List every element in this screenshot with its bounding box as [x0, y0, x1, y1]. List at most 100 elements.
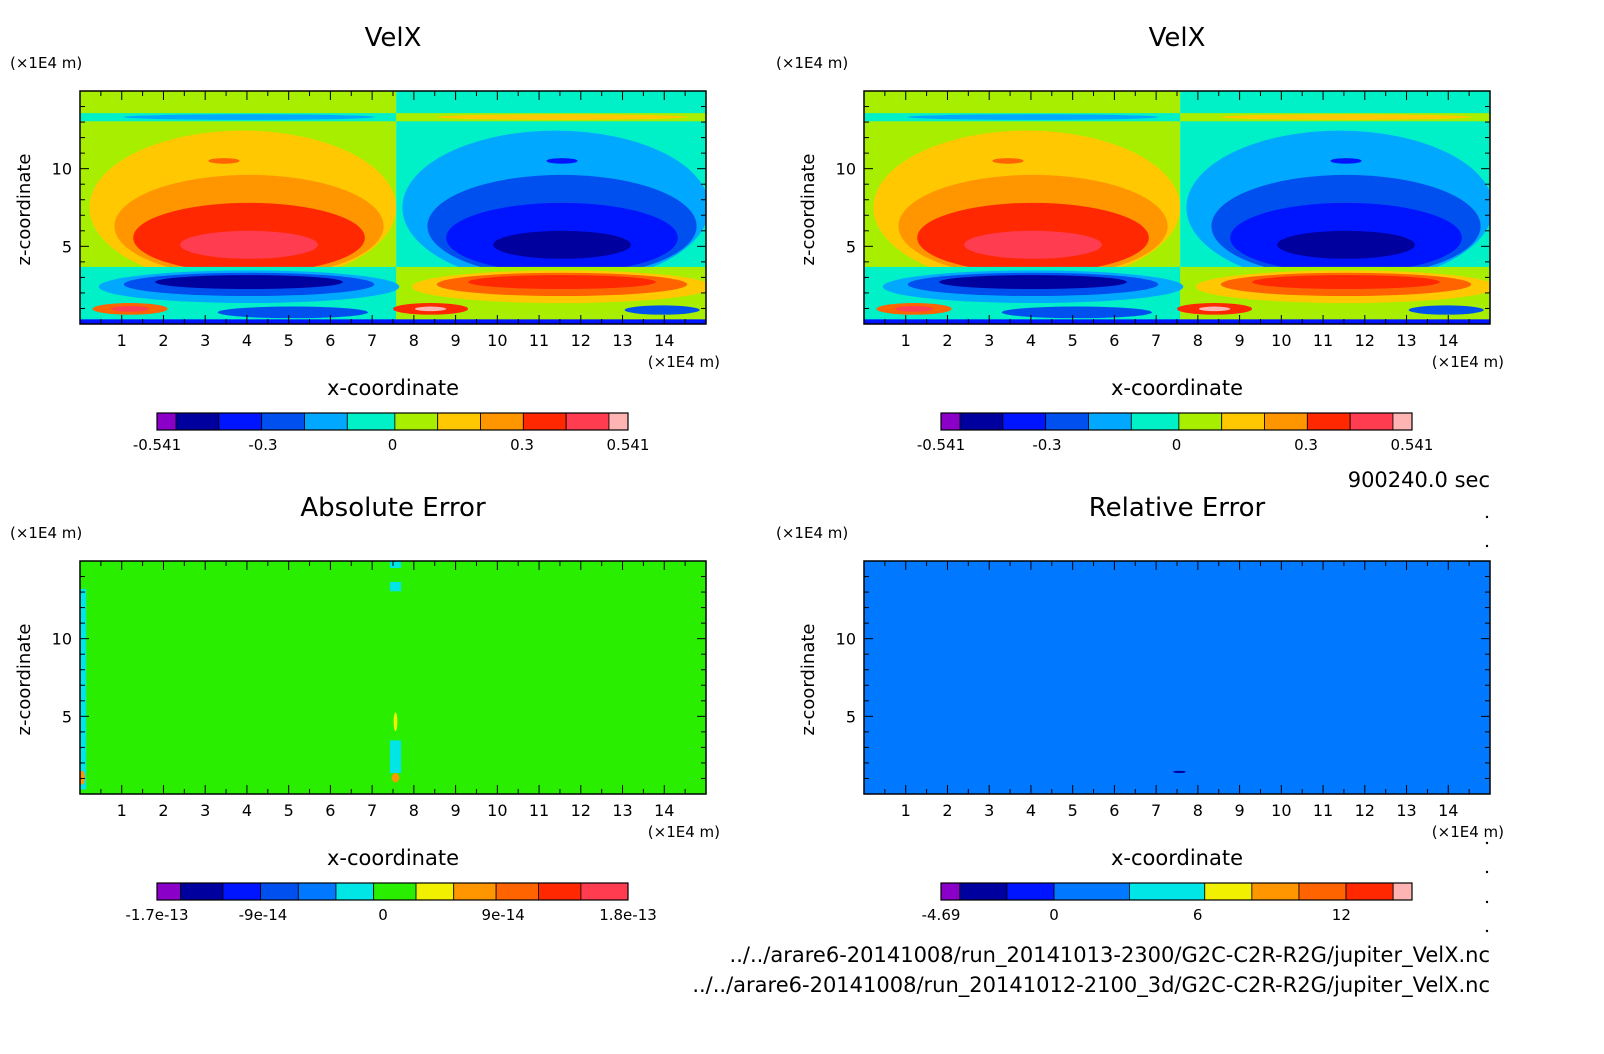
- colorbar-swatch: [480, 412, 524, 431]
- colorbar-swatch: [1204, 882, 1253, 901]
- cold-lobe-3: [493, 230, 631, 259]
- colorbar-tick-label: 0.3: [1294, 436, 1318, 454]
- colorbar-swatch: [1251, 882, 1300, 901]
- colorbar-swatch: [394, 412, 439, 431]
- bottom-left-warm-core: [111, 306, 149, 312]
- colorbar-swatch: [608, 412, 629, 431]
- chart-title: Relative Error: [1089, 493, 1266, 523]
- x-unit-label: (×1E4 m): [648, 823, 720, 841]
- colorbar-1: -0.541 -0.3 0 0.3 0.541: [917, 412, 1434, 454]
- x-tick-label: 4: [1026, 801, 1036, 820]
- x-tick-label: 1: [901, 801, 911, 820]
- x-unit-label: (×1E4 m): [1432, 353, 1504, 371]
- x-tick-label: 12: [1355, 331, 1375, 350]
- colorbar-tick-label: 0.541: [1391, 436, 1434, 454]
- bottom-left-cold: [217, 306, 368, 319]
- colorbar-frame: [940, 882, 1413, 901]
- chart-title: VelX: [365, 23, 422, 53]
- x-tick-label: 4: [1026, 331, 1036, 350]
- colorbar-swatch: [180, 882, 224, 901]
- y-tick-label: 10: [836, 160, 856, 179]
- colorbar-swatch: [1392, 882, 1413, 901]
- x-axis-label: x-coordinate: [327, 846, 459, 870]
- x-tick-label: 5: [284, 331, 294, 350]
- colorbar-swatch: [565, 412, 610, 431]
- x-axis-label: x-coordinate: [1111, 846, 1243, 870]
- colorbar-swatch: [1130, 412, 1180, 431]
- colorbar-swatch: [415, 882, 455, 901]
- bottom-left-warm-core: [895, 306, 933, 312]
- x-tick-label: 9: [1235, 801, 1245, 820]
- colorbar-swatch: [1002, 412, 1047, 431]
- x-tick-label: 14: [654, 801, 674, 820]
- dot-marker: [1485, 870, 1489, 874]
- x-tick-label: 6: [1109, 801, 1119, 820]
- x-tick-label: 3: [984, 331, 994, 350]
- colorbar-3: -4.69 0 6 12: [922, 882, 1413, 924]
- x-tick-label: 12: [1355, 801, 1375, 820]
- bottom-left-cold: [1001, 306, 1152, 319]
- x-axis-label: x-coordinate: [327, 376, 459, 400]
- colorbar-swatch: [222, 882, 262, 901]
- colorbar-tick-label: -0.3: [248, 436, 277, 454]
- colorbar-tick-label: 1.8e-13: [599, 906, 657, 924]
- colorbar-swatch: [218, 412, 263, 431]
- file-path-0: ../../arare6-20141008/run_20141013-2300/…: [730, 943, 1490, 968]
- x-tick-label: 9: [1235, 331, 1245, 350]
- colorbar-tick-label: -1.7e-13: [126, 906, 189, 924]
- x-tick-label: 8: [409, 331, 419, 350]
- x-tick-label: 11: [529, 801, 549, 820]
- x-tick-label: 14: [1438, 801, 1458, 820]
- colorbar-swatch: [297, 882, 337, 901]
- colorbar-swatch: [1349, 412, 1394, 431]
- x-tick-label: 14: [1438, 331, 1458, 350]
- y-axis-label: z-coordinate: [14, 624, 35, 736]
- x-tick-label: 13: [1396, 801, 1416, 820]
- colorbar-2: -1.7e-13 -9e-14 0 9e-14 1.8e-13: [126, 882, 657, 924]
- y-tick-label: 10: [52, 630, 72, 649]
- x-tick-label: 7: [1151, 331, 1161, 350]
- colorbar-swatch: [1264, 412, 1308, 431]
- x-tick-label: 5: [1068, 801, 1078, 820]
- warm-spot: [208, 158, 240, 164]
- x-tick-label: 4: [242, 331, 252, 350]
- colorbar-swatch: [580, 882, 629, 901]
- y-unit-label: (×1E4 m): [10, 524, 82, 542]
- x-tick-label: 7: [367, 331, 377, 350]
- colorbar-tick-label: 0.3: [510, 436, 534, 454]
- cold-spot: [546, 158, 578, 164]
- chart-title: VelX: [1149, 23, 1206, 53]
- y-axis-label: z-coordinate: [798, 624, 819, 736]
- y-axis-label: z-coordinate: [798, 154, 819, 266]
- y-tick-label: 5: [846, 707, 856, 726]
- x-tick-label: 13: [612, 801, 632, 820]
- x-tick-label: 9: [451, 801, 461, 820]
- colorbar-frame: [156, 412, 629, 431]
- x-tick-label: 1: [117, 801, 127, 820]
- colorbar-swatch: [1129, 882, 1206, 901]
- y-axis-label: z-coordinate: [14, 154, 35, 266]
- colorbar-tick-label: 6: [1193, 906, 1203, 924]
- rel-field-bg: [864, 561, 1490, 794]
- x-tick-label: 6: [325, 801, 335, 820]
- colorbar-swatch: [304, 412, 348, 431]
- plot-field-3: [864, 561, 1490, 794]
- abs-bottom-spot: [391, 773, 400, 783]
- x-tick-label: 1: [117, 331, 127, 350]
- abs-left-spot: [80, 770, 86, 785]
- x-tick-label: 1: [901, 331, 911, 350]
- colorbar-tick-label: 12: [1332, 906, 1351, 924]
- colorbar-swatch: [260, 882, 299, 901]
- x-tick-label: 5: [284, 801, 294, 820]
- x-tick-label: 3: [200, 801, 210, 820]
- colorbar-swatch: [156, 882, 181, 901]
- colorbar-tick-label: 0: [378, 906, 388, 924]
- low-left-c: [155, 275, 343, 290]
- abs-left-strip: [80, 588, 87, 790]
- colorbar-swatch: [373, 882, 417, 901]
- x-tick-label: 2: [158, 801, 168, 820]
- x-tick-label: 11: [1313, 331, 1333, 350]
- x-tick-label: 6: [325, 331, 335, 350]
- colorbar-tick-label: -9e-14: [239, 906, 288, 924]
